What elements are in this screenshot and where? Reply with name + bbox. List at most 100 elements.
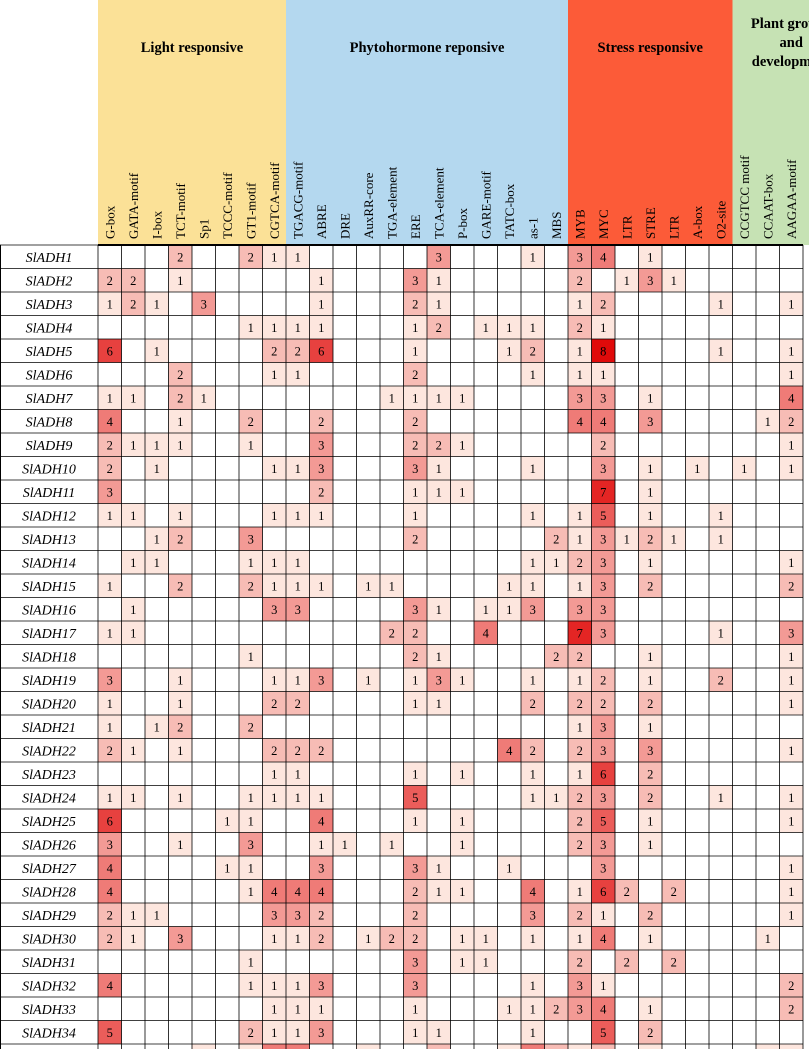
heatmap-cell: [427, 1044, 451, 1049]
heatmap-cell: [309, 785, 333, 809]
heatmap-cell: [262, 668, 286, 692]
heatmap-cell: [262, 903, 286, 927]
heatmap-cell: [239, 292, 263, 316]
heatmap-cell: [192, 997, 216, 1021]
heatmap-cell: [427, 362, 451, 386]
cell-value: 1: [130, 509, 136, 523]
heatmap-cell: [192, 597, 216, 621]
heatmap-cell: [239, 809, 263, 833]
cell-value: 1: [412, 1002, 418, 1016]
heatmap-cell: [145, 527, 169, 551]
heatmap-cell: [756, 315, 780, 339]
heatmap-cell: [215, 715, 239, 739]
heatmap-cell: [215, 433, 239, 457]
heatmap-cell: [638, 950, 662, 974]
cell-value: 2: [177, 532, 183, 546]
heatmap-cell: [192, 644, 216, 668]
heatmap-cell: [145, 339, 169, 363]
heatmap-cell: [121, 456, 145, 480]
heatmap-cell: [732, 292, 756, 316]
heatmap-cell: [638, 433, 662, 457]
heatmap-cell: [121, 738, 145, 762]
heatmap-cell: [356, 903, 380, 927]
cell-value: 2: [318, 744, 324, 758]
cell-value: 1: [459, 885, 465, 899]
heatmap-cell: [262, 856, 286, 880]
heatmap-cell: [732, 245, 756, 269]
heatmap-cell: [615, 997, 639, 1021]
heatmap-cell: [497, 386, 521, 410]
heatmap-cell: [98, 503, 122, 527]
heatmap-cell: [192, 926, 216, 950]
heatmap-cell: [145, 386, 169, 410]
heatmap-cell: [356, 668, 380, 692]
heatmap-cell: [309, 503, 333, 527]
heatmap-cell: [497, 926, 521, 950]
heatmap-cell: [380, 503, 404, 527]
heatmap-cell: [239, 245, 263, 269]
heatmap-cell: [239, 574, 263, 598]
heatmap-cell: [450, 550, 474, 574]
heatmap-cell: [309, 574, 333, 598]
heatmap-cell: [121, 574, 145, 598]
heatmap-cell: [615, 386, 639, 410]
heatmap-cell: [192, 527, 216, 551]
heatmap-cell: [380, 644, 404, 668]
cell-value: 1: [788, 744, 794, 758]
heatmap-cell: [286, 527, 310, 551]
cell-value: 1: [647, 932, 653, 946]
heatmap-cell: [309, 997, 333, 1021]
heatmap-cell: [779, 550, 803, 574]
heatmap-cell: [709, 644, 733, 668]
heatmap-cell: [333, 574, 357, 598]
heatmap-cell: [709, 503, 733, 527]
heatmap-cell: [356, 550, 380, 574]
cell-value: 1: [295, 368, 301, 382]
heatmap-cell: [638, 550, 662, 574]
row-label: SlADH12: [22, 509, 76, 524]
column-label: A-box: [690, 205, 705, 239]
cell-value: 2: [412, 438, 418, 452]
heatmap-cell: [286, 950, 310, 974]
cell-value: 3: [577, 979, 583, 993]
heatmap-cell: [779, 456, 803, 480]
heatmap-cell: [356, 597, 380, 621]
heatmap-cell: [615, 1044, 639, 1049]
heatmap-cell: [239, 409, 263, 433]
heatmap-cell: [709, 973, 733, 997]
heatmap-cell: [380, 292, 404, 316]
heatmap-cell: [521, 785, 545, 809]
heatmap-cell: [262, 409, 286, 433]
heatmap-cell: [591, 245, 615, 269]
heatmap-cell: [756, 832, 780, 856]
heatmap-cell: [427, 668, 451, 692]
heatmap-cell: [709, 386, 733, 410]
heatmap-cell: [403, 997, 427, 1021]
cell-value: 2: [107, 274, 113, 288]
cell-value: 3: [530, 603, 536, 617]
heatmap-cell: [521, 738, 545, 762]
cell-value: 3: [600, 626, 606, 640]
heatmap-cell: [756, 574, 780, 598]
cell-value: 2: [577, 791, 583, 805]
heatmap-cell: [732, 339, 756, 363]
heatmap-cell: [262, 292, 286, 316]
heatmap-cell: [615, 362, 639, 386]
cell-value: 6: [107, 814, 113, 828]
heatmap-cell: [685, 1020, 709, 1044]
heatmap-cell: [145, 644, 169, 668]
heatmap-cell: [450, 456, 474, 480]
cell-value: 1: [741, 462, 747, 476]
heatmap-cell: [756, 1044, 780, 1049]
heatmap-cell: [591, 362, 615, 386]
heatmap-cell: [662, 362, 686, 386]
heatmap-cell: [709, 691, 733, 715]
cell-value: 3: [107, 838, 113, 852]
cell-value: 2: [177, 579, 183, 593]
heatmap-cell: [98, 433, 122, 457]
heatmap-cell: [685, 926, 709, 950]
heatmap-cell: [286, 644, 310, 668]
heatmap-cell: [497, 809, 521, 833]
heatmap-cell: [450, 574, 474, 598]
cell-value: 1: [107, 697, 113, 711]
